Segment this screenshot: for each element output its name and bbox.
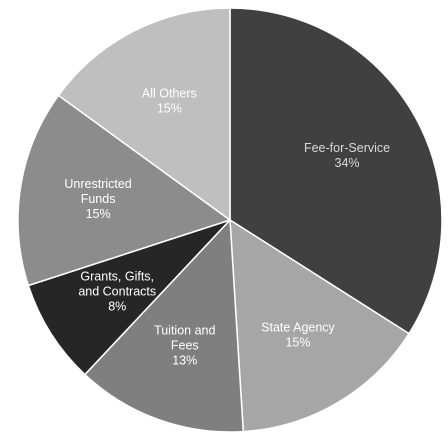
pie-category-label: Grants, Gifts, [80, 270, 154, 284]
pie-category-label: Tuition and [154, 324, 215, 338]
pie-label-tuition-and-fees: Tuition and Fees 13% [154, 324, 215, 368]
pie-percent-label: 15% [285, 335, 310, 349]
pie-category-label: All Others [142, 86, 197, 100]
pie-percent-label: 34% [335, 156, 360, 170]
pie-slice-unrestricted-funds [17, 94, 232, 287]
pie-label-fee-for-service: Fee-for-Service 34% [304, 141, 390, 170]
pie-slice-grants-gifts-and-contracts [27, 219, 231, 376]
pie-percent-label: 13% [172, 354, 197, 368]
pie-slice-tuition-and-fees [83, 218, 245, 433]
pie-slices [17, 7, 443, 433]
pie-label-state-agency: State Agency 15% [261, 320, 335, 349]
pie-category-label: Funds [81, 192, 116, 206]
pie-percent-label: 15% [157, 101, 182, 115]
pie-labels: Fee-for-Service 34%State Agency 15%Tuition… [64, 86, 390, 367]
pie-slice-state-agency [229, 218, 411, 433]
pie-category-label: Fees [171, 339, 199, 353]
pie-slice-fee-for-service [229, 7, 443, 335]
pie-category-label: State Agency [261, 320, 335, 334]
pie-category-label: and Contracts [78, 285, 156, 299]
pie-percent-label: 15% [86, 207, 111, 221]
pie-label-grants-gifts-and-contracts: Grants, Gifts, and Contracts 8% [78, 270, 156, 314]
pie-label-unrestricted-funds: Unrestricted Funds 15% [64, 177, 131, 221]
pie-category-label: Fee-for-Service [304, 141, 390, 155]
pie-percent-label: 8% [108, 300, 126, 314]
pie-label-all-others: All Others 15% [142, 86, 197, 115]
pie-slice-all-others [57, 7, 231, 222]
pie-category-label: Unrestricted [64, 177, 131, 191]
